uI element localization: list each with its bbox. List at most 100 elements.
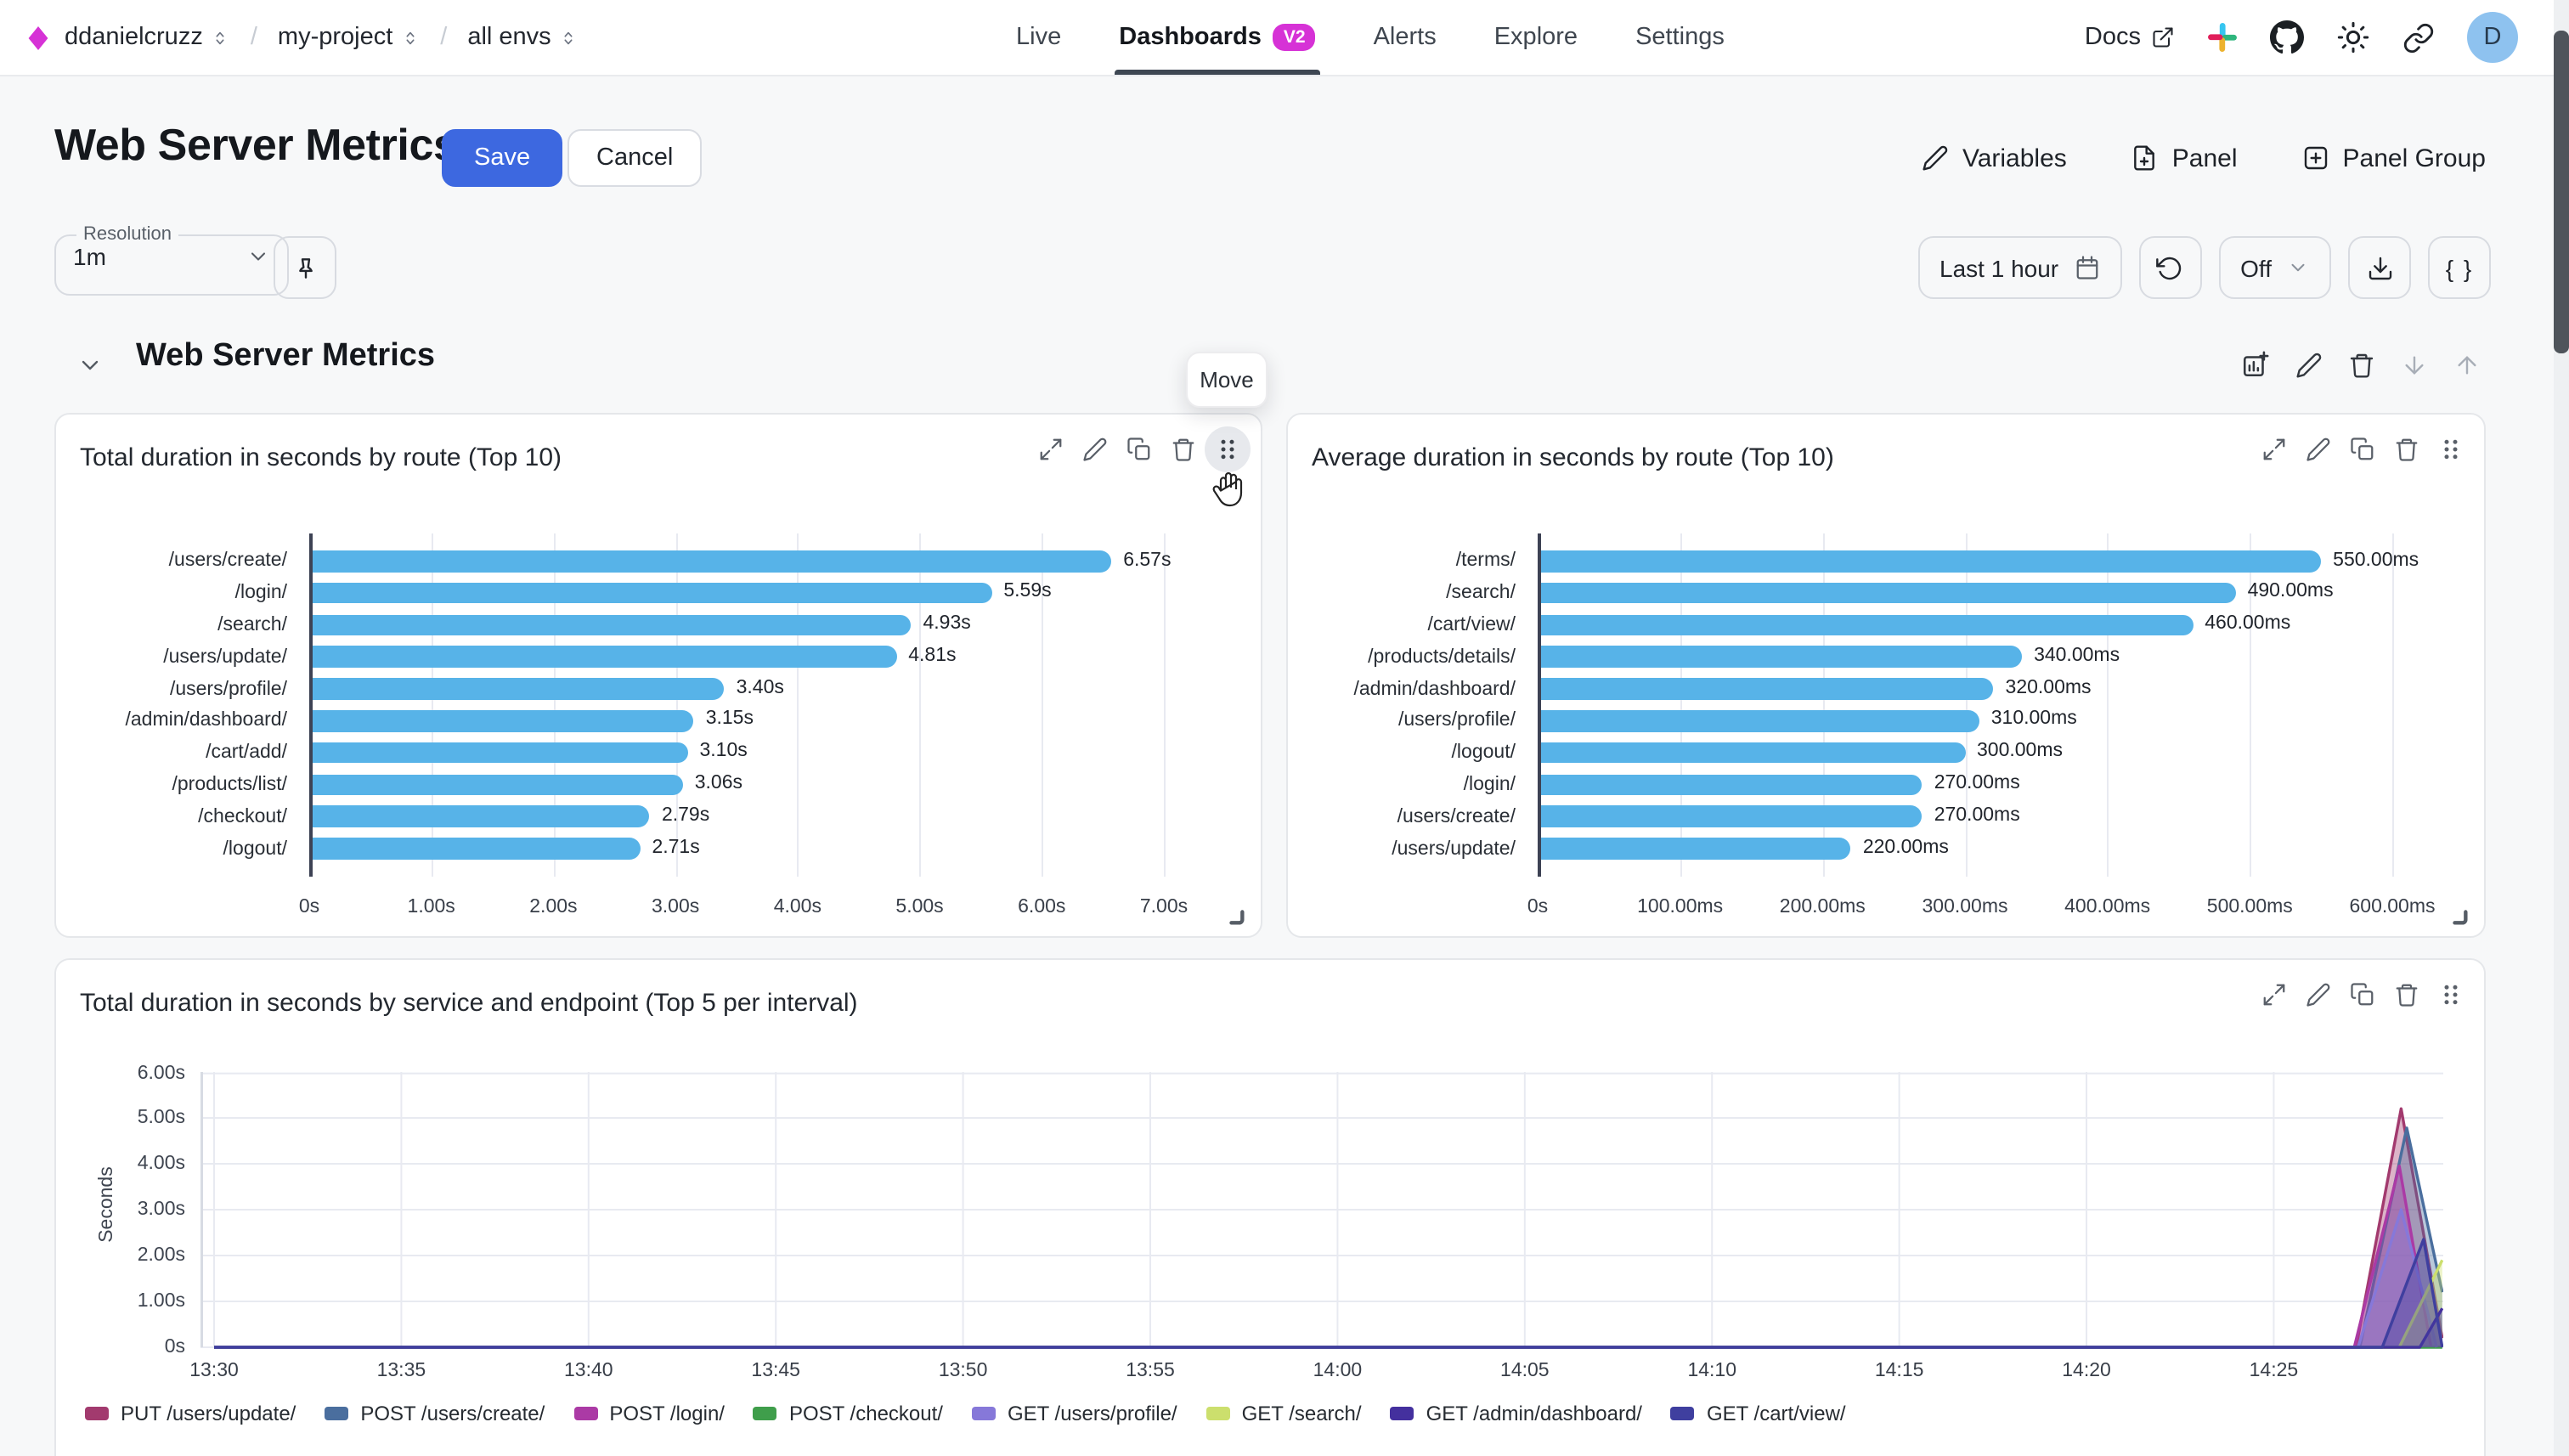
series-line [214, 1259, 2443, 1349]
tab-explore[interactable]: Explore [1494, 0, 1578, 75]
legend-label: POST /checkout/ [788, 1402, 943, 1425]
theme-sun-icon[interactable] [2336, 20, 2370, 54]
panel-actions [1038, 426, 1251, 472]
auto-refresh-select[interactable]: Off [2218, 236, 2331, 299]
docs-label: Docs [2084, 24, 2141, 51]
legend-item[interactable]: POST /users/create/ [325, 1402, 545, 1425]
save-button[interactable]: Save [442, 129, 563, 187]
legend-item[interactable]: PUT /users/update/ [85, 1402, 296, 1425]
panel-delete-button[interactable] [2394, 437, 2419, 462]
copy-icon [2351, 983, 2374, 1006]
breadcrumb-project[interactable]: my-project [278, 24, 420, 51]
y-axis-line [1538, 533, 1541, 877]
bar [309, 774, 683, 796]
trash-icon [2350, 353, 2374, 377]
resolution-select[interactable]: Resolution 1m [54, 224, 289, 296]
breadcrumb-separator: / [440, 24, 448, 51]
panel-resize-handle[interactable] [2450, 907, 2469, 926]
bar-category-label: /logout/ [1451, 742, 1516, 764]
add-panel-button[interactable]: Panel [2131, 144, 2238, 172]
query-json-button[interactable]: { } [2428, 236, 2491, 299]
refresh-button[interactable] [2138, 236, 2202, 299]
y-axis-tick-label: 2.00s [137, 1245, 185, 1266]
avatar-initial: D [2483, 24, 2502, 51]
bar-category-label: /users/create/ [1397, 806, 1516, 827]
axis-tick-label: 7.00s [1139, 897, 1189, 917]
bar-row: 340.00ms [1538, 641, 2392, 674]
bar-category-label: /login/ [234, 583, 287, 604]
panel-drag-handle[interactable] [2438, 437, 2464, 462]
scrollbar-thumb[interactable] [2554, 31, 2569, 353]
breadcrumb-org[interactable]: ddanielcruzz [65, 24, 230, 51]
add-panel-group-button[interactable]: Panel Group [2302, 144, 2486, 172]
calendar-icon [2075, 256, 2098, 279]
panel-delete-button[interactable] [1171, 437, 1196, 462]
bar [1538, 838, 1851, 860]
bar-chart-plot: 6.57s 5.59s 4.93s 4.81s 3.40s 3.15s 3.10s 3.06s… [299, 533, 1188, 917]
section-move-down-button[interactable] [2401, 351, 2428, 378]
pin-resolution-button[interactable] [274, 236, 336, 299]
panel-edit-button[interactable] [2306, 437, 2331, 462]
bar-row: 3.15s [309, 705, 1164, 737]
section-delete-button[interactable] [2348, 351, 2375, 378]
legend-item[interactable]: GET /search/ [1205, 1402, 1362, 1425]
section-collapse-button[interactable] [76, 352, 104, 379]
square-plus-icon [2304, 146, 2327, 170]
cancel-button[interactable]: Cancel [567, 129, 703, 187]
bar-value-label: 5.59s [1003, 581, 1052, 602]
bar-value-label: 3.06s [694, 773, 743, 794]
bar-category-label: /users/profile/ [1397, 710, 1516, 731]
gridline [2250, 533, 2252, 877]
tab-live[interactable]: Live [1016, 0, 1061, 75]
github-icon[interactable] [2270, 20, 2304, 54]
tab-settings[interactable]: Settings [1635, 0, 1725, 75]
legend-item[interactable]: POST /checkout/ [753, 1402, 943, 1425]
panel-expand-button[interactable] [2261, 982, 2287, 1007]
bar-chart-grid [1538, 533, 2394, 877]
legend-item[interactable]: GET /cart/view/ [1670, 1402, 1846, 1425]
axis-tick-label: 4.00s [773, 897, 822, 917]
panel-drag-handle[interactable] [1205, 426, 1251, 472]
series-area [214, 1260, 2442, 1347]
panel-expand-button[interactable] [1038, 437, 1064, 462]
bar-value-label: 300.00ms [1977, 741, 2064, 762]
area-chart-legend: PUT /users/update/POST /users/create/POS… [85, 1402, 2467, 1425]
pencil-icon [2306, 437, 2330, 461]
legend-item[interactable]: GET /users/profile/ [971, 1402, 1177, 1425]
section-edit-button[interactable] [2295, 351, 2323, 378]
bar-category-label: /users/update/ [1392, 838, 1516, 860]
copy-link-icon[interactable] [2402, 21, 2435, 54]
panel-resize-handle[interactable] [1227, 907, 1245, 926]
panel-expand-button[interactable] [2261, 437, 2287, 462]
scrollbar-track[interactable] [2554, 0, 2569, 1456]
bar [309, 742, 688, 764]
panel-edit-button[interactable] [2306, 982, 2331, 1007]
series-line [214, 1164, 2433, 1349]
section-add-panel-button[interactable] [2241, 350, 2270, 379]
panel-duplicate-button[interactable] [1126, 437, 1152, 462]
panel-duplicate-button[interactable] [2350, 982, 2375, 1007]
panel-edit-button[interactable] [1082, 437, 1108, 462]
series-line [214, 1238, 2443, 1349]
breadcrumb-env[interactable]: all envs [467, 24, 578, 51]
gridline [431, 533, 433, 877]
tab-dashboards[interactable]: Dashboards V2 [1114, 0, 1320, 75]
bar [309, 550, 1112, 573]
panel-duplicate-button[interactable] [2350, 437, 2375, 462]
panel-drag-handle[interactable] [2438, 982, 2464, 1007]
expand-icon [2263, 984, 2285, 1006]
download-button[interactable] [2348, 236, 2411, 299]
time-range-button[interactable]: Last 1 hour [1917, 236, 2122, 299]
legend-item[interactable]: POST /login/ [573, 1402, 725, 1425]
section-move-up-button[interactable] [2453, 351, 2481, 378]
legend-item[interactable]: GET /admin/dashboard/ [1390, 1402, 1642, 1425]
docs-link[interactable]: Docs [2085, 24, 2175, 51]
slack-icon[interactable] [2207, 22, 2238, 53]
tab-alerts[interactable]: Alerts [1374, 0, 1437, 75]
bar-row: 550.00ms [1538, 545, 2419, 578]
pin-icon [298, 257, 312, 278]
user-avatar[interactable]: D [2467, 12, 2518, 63]
panel-delete-button[interactable] [2394, 982, 2419, 1007]
variables-button[interactable]: Variables [1922, 144, 2067, 172]
